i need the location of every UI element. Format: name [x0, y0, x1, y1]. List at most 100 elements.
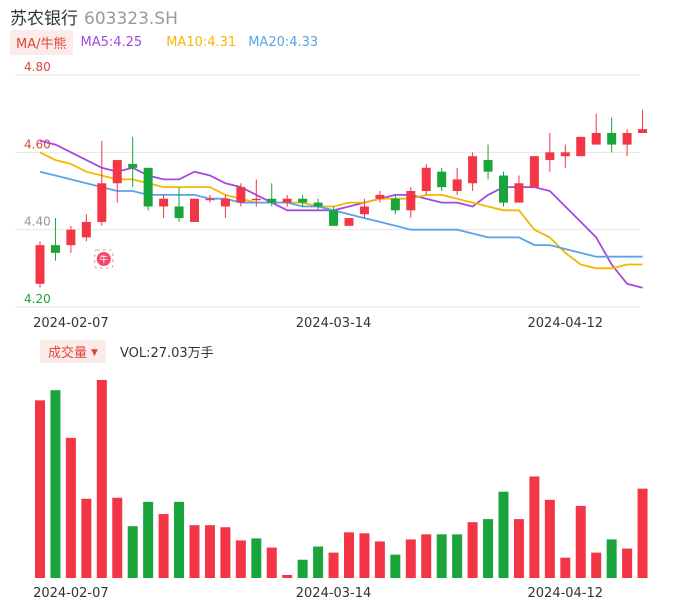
- volume-bar: [143, 501, 154, 578]
- volume-bar: [606, 539, 617, 578]
- candle-body: [50, 245, 60, 253]
- ma5-legend: MA5:4.25: [80, 34, 143, 50]
- volume-bar: [81, 498, 92, 578]
- price-date-label: 2024-03-14: [296, 316, 372, 331]
- candle-body: [437, 171, 447, 188]
- candle-body: [545, 152, 555, 161]
- volume-bar: [189, 525, 200, 578]
- ma10-legend: MA10:4.31: [166, 34, 237, 50]
- candle-body: [220, 198, 230, 207]
- candle-body: [560, 152, 570, 157]
- volume-bar: [498, 491, 509, 578]
- volume-bar: [127, 526, 138, 578]
- volume-date-label: 2024-03-14: [296, 586, 372, 601]
- candle-body: [236, 187, 246, 203]
- bull-marker-label: 牛: [99, 254, 108, 266]
- candle-body: [267, 198, 277, 203]
- ma5-line: [39, 139, 643, 289]
- price-tick-label: 4.80: [24, 60, 51, 74]
- candle-body: [159, 198, 169, 207]
- volume-bar: [282, 574, 293, 578]
- candle-body: [128, 163, 138, 168]
- candle-body: [344, 218, 354, 226]
- price-tick-label: 4.40: [24, 215, 51, 229]
- volume-bar: [390, 554, 401, 578]
- volume-bar: [297, 559, 308, 578]
- bull-marker-icon: [96, 252, 111, 266]
- volume-bar: [328, 552, 339, 578]
- ma20-line: [39, 170, 643, 258]
- volume-legend: 成交量 ▼ VOL:27.03万手: [40, 339, 214, 363]
- candle-body: [576, 136, 586, 157]
- candle-body: [112, 160, 122, 184]
- volume-bar: [50, 390, 61, 578]
- price-date-label: 2024-02-07: [33, 316, 109, 331]
- candle-body: [607, 133, 617, 145]
- price-tick-label: 4.20: [24, 292, 51, 306]
- candle-body: [591, 133, 601, 145]
- candle-body: [483, 160, 493, 172]
- price-date-label: 2024-04-12: [528, 316, 604, 331]
- volume-bar: [235, 540, 246, 578]
- candle-body: [359, 206, 369, 215]
- stock-code: 603323.SH: [84, 9, 178, 29]
- candle-body: [421, 167, 431, 191]
- volume-bar: [65, 437, 76, 578]
- candle-body: [468, 156, 478, 184]
- volume-bar: [112, 497, 123, 578]
- volume-bar: [204, 525, 215, 578]
- volume-bar: [544, 499, 555, 578]
- volume-bar: [591, 552, 602, 578]
- ma20-legend: MA20:4.33: [248, 34, 319, 50]
- candle-body: [529, 156, 539, 188]
- volume-tab-label: 成交量: [48, 345, 88, 361]
- volume-bar: [529, 476, 540, 578]
- candle-body: [251, 198, 261, 201]
- chevron-down-icon[interactable]: ▼: [91, 347, 98, 358]
- volume-bar: [313, 546, 324, 578]
- candle-body: [406, 191, 416, 211]
- candle-body: [174, 206, 184, 219]
- volume-bar: [344, 532, 354, 578]
- volume-bar: [359, 533, 370, 578]
- title-row: 苏农银行 603323.SH: [10, 4, 178, 29]
- candle-body: [282, 198, 292, 203]
- volume-bar: [251, 538, 262, 578]
- volume-bar: [96, 380, 107, 578]
- candle-body: [329, 210, 339, 226]
- volume-bar: [483, 519, 494, 578]
- volume-bar: [158, 514, 169, 578]
- candle-body: [66, 229, 76, 246]
- candle-body: [205, 198, 215, 201]
- volume-value: VOL:27.03万手: [119, 345, 214, 361]
- volume-indicator-tab[interactable]: 成交量 ▼: [40, 339, 106, 363]
- volume-bar: [560, 557, 571, 578]
- volume-bar: [467, 522, 478, 578]
- volume-bar: [575, 505, 586, 578]
- bull-marker-frame: [94, 249, 114, 269]
- ma-bull-bear-tab[interactable]: MA/牛熊: [10, 29, 73, 55]
- candle-body: [143, 167, 153, 207]
- ma-legend: MA/牛熊 MA5:4.25 MA10:4.31 MA20:4.33: [10, 29, 319, 55]
- volume-bar: [220, 527, 231, 578]
- candle-body: [190, 198, 199, 222]
- candle-body: [375, 194, 385, 199]
- volume-bar: [174, 501, 185, 578]
- volume-bar: [266, 547, 277, 578]
- candle-body: [97, 183, 107, 222]
- candle-body: [313, 202, 323, 207]
- candle-body: [81, 221, 91, 238]
- volume-date-label: 2024-02-07: [33, 586, 109, 601]
- volume-bar: [374, 541, 385, 578]
- volume-bar: [637, 488, 648, 578]
- volume-bar: [405, 539, 416, 578]
- stock-name: 苏农银行: [10, 9, 78, 29]
- candle-body: [298, 198, 308, 203]
- ma10-line: [39, 151, 643, 270]
- candle-body: [452, 179, 462, 191]
- candle-body: [499, 175, 508, 203]
- price-tick-label: 4.60: [24, 137, 51, 151]
- candle-body: [390, 198, 400, 211]
- candle-body: [622, 133, 632, 145]
